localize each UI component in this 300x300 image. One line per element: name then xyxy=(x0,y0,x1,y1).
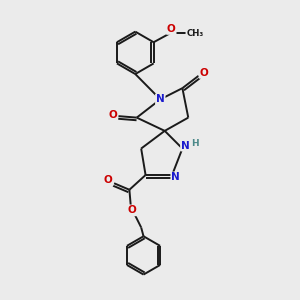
Text: O: O xyxy=(104,175,112,185)
Text: O: O xyxy=(200,68,208,78)
Text: O: O xyxy=(108,110,117,120)
Text: N: N xyxy=(171,172,180,182)
Text: N: N xyxy=(156,94,165,104)
Text: H: H xyxy=(191,139,199,148)
Text: O: O xyxy=(167,24,176,34)
Text: CH₃: CH₃ xyxy=(186,29,203,38)
Text: O: O xyxy=(128,206,137,215)
Text: N: N xyxy=(181,141,190,151)
